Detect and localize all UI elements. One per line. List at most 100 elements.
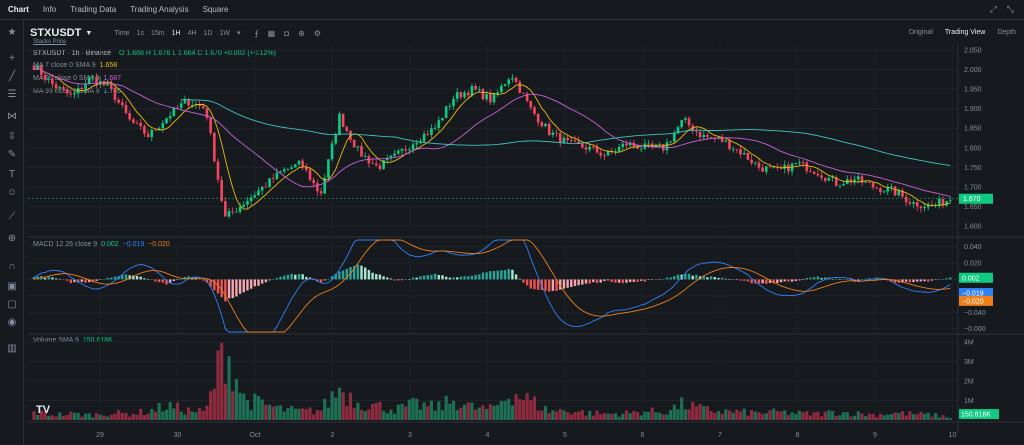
volume-bar (720, 413, 724, 420)
chart-canvas[interactable]: 2.050 2.000 1.950 1.900 1.850 1.800 1.750 1.700… (28, 44, 1024, 445)
candle-body (761, 167, 764, 172)
candle-body (893, 186, 897, 196)
tab-trading-analysis[interactable]: Trading Analysis (130, 5, 189, 14)
star-icon[interactable]: ★ (7, 27, 17, 38)
volume-bar (558, 409, 562, 420)
collapse-icon[interactable]: ⤡ (1006, 4, 1014, 14)
pattern-icon[interactable]: ⋈ (7, 111, 17, 122)
tf-4h[interactable]: 4H (187, 29, 197, 37)
price-tick-label: 1.950 (964, 87, 982, 94)
zoom-icon[interactable]: ⊕ (7, 233, 17, 244)
add-icon[interactable]: ⊕ (298, 28, 305, 38)
time-tick-label: 2 (331, 432, 335, 439)
tf-caret-icon[interactable]: ▾ (236, 30, 241, 37)
lock-icon[interactable]: ▣ (7, 281, 17, 292)
candle-body (735, 149, 739, 150)
volume-bar (709, 411, 713, 420)
candle-body (455, 92, 459, 99)
symbol-subtitle[interactable]: Stacks Price (33, 39, 67, 45)
legend-ma7[interactable]: MA 7 close 0 SMA 9 1.658 (33, 62, 117, 69)
macd-bar (941, 279, 945, 280)
candle-body (625, 143, 628, 146)
volume-bar (819, 416, 824, 420)
candle-body (154, 129, 157, 131)
fib-icon[interactable]: ☰ (7, 89, 17, 100)
volume-bar (451, 400, 456, 420)
volume-last-tag (959, 409, 999, 420)
macd-bar (32, 276, 36, 280)
camera-icon[interactable]: ◘ (284, 28, 290, 38)
macd-bar (364, 267, 367, 280)
eye-icon[interactable]: ◉ (7, 317, 17, 328)
candle-body (720, 137, 724, 142)
magnet-icon[interactable]: ∩ (8, 261, 16, 272)
candle-body (558, 133, 562, 143)
layout-icon[interactable]: ▦ (267, 28, 276, 38)
candle-body (286, 168, 290, 170)
volume-bar (400, 403, 404, 420)
indicator-icon[interactable]: ⨍ (254, 28, 259, 38)
tab-trading-data[interactable]: Trading Data (70, 5, 117, 14)
candle-body (143, 126, 146, 134)
candle-body (69, 93, 73, 95)
crosshair-icon[interactable]: + (9, 53, 15, 64)
candle-body (628, 142, 632, 146)
legend-ma25[interactable]: MA 25 close 0 SMA 9 1.687 (33, 75, 121, 82)
settings-icon[interactable]: ⚙ (313, 28, 321, 38)
tab-info[interactable]: Info (42, 5, 57, 14)
tab-chart[interactable]: Chart (8, 5, 29, 14)
view-trading-view[interactable]: Trading View (944, 29, 986, 36)
candle-body (415, 143, 419, 145)
macd-bar (687, 273, 691, 280)
macd-bar (220, 279, 223, 298)
trash-icon[interactable]: ▥ (7, 343, 17, 354)
macd-bar (849, 279, 853, 280)
tf-1w[interactable]: 1W (219, 29, 230, 37)
volume-bar (231, 391, 235, 420)
tf-1d[interactable]: 1D (203, 29, 213, 37)
fullscreen-icon[interactable]: ⤢ (989, 4, 997, 14)
macd-bar (743, 279, 746, 281)
tf-1s[interactable]: 1s (136, 29, 144, 37)
symbol-caret-icon[interactable]: ▼ (85, 29, 93, 37)
volume-bar (698, 404, 702, 420)
candle-body (334, 134, 338, 144)
view-depth[interactable]: Depth (997, 29, 1016, 36)
tf-15m[interactable]: 15m (150, 29, 165, 37)
macd-bar (334, 273, 337, 280)
macd-bar (227, 279, 231, 299)
legend-volume[interactable]: Volume SMA 9 150.818K (33, 337, 113, 344)
volume-bar (106, 416, 110, 420)
ruler-icon[interactable]: ⟋ (8, 211, 16, 222)
volume-bar (702, 406, 706, 420)
volume-bar (908, 411, 912, 420)
volume-bar (801, 412, 805, 420)
macd-bar (341, 270, 345, 280)
volume-bar (47, 415, 51, 420)
candle-body (489, 93, 492, 103)
macd-bar (297, 273, 301, 280)
brush-icon[interactable]: ✎ (7, 149, 17, 160)
candle-body (926, 204, 930, 208)
legend-macd[interactable]: MACD 12 26 close 9 0.002 −0.019 −0.020 (33, 241, 170, 248)
tf-1h[interactable]: 1H (171, 29, 181, 37)
tab-square[interactable]: Square (202, 5, 229, 14)
view-original[interactable]: Original (908, 29, 933, 36)
candle-body (426, 133, 430, 135)
symbol-name[interactable]: STXUSDT (30, 27, 82, 39)
lock-icon[interactable]: ▢ (7, 299, 17, 310)
text-icon[interactable]: T (8, 169, 16, 180)
measure-icon[interactable]: ⇳ (7, 131, 17, 142)
macd-value-tag-label: −0.019 (962, 291, 984, 298)
volume-bar (595, 410, 599, 420)
volume-bar (418, 409, 422, 420)
trendline-icon[interactable]: ╱ (8, 71, 16, 82)
tf-time[interactable]: Time (114, 29, 130, 37)
emoji-icon[interactable]: ☺ (6, 187, 18, 198)
volume-bar (849, 416, 853, 420)
volume-bar (341, 392, 345, 420)
macd-bar (139, 276, 142, 280)
candle-body (87, 77, 91, 85)
macd-bar (904, 279, 908, 282)
macd-bar (382, 276, 385, 280)
